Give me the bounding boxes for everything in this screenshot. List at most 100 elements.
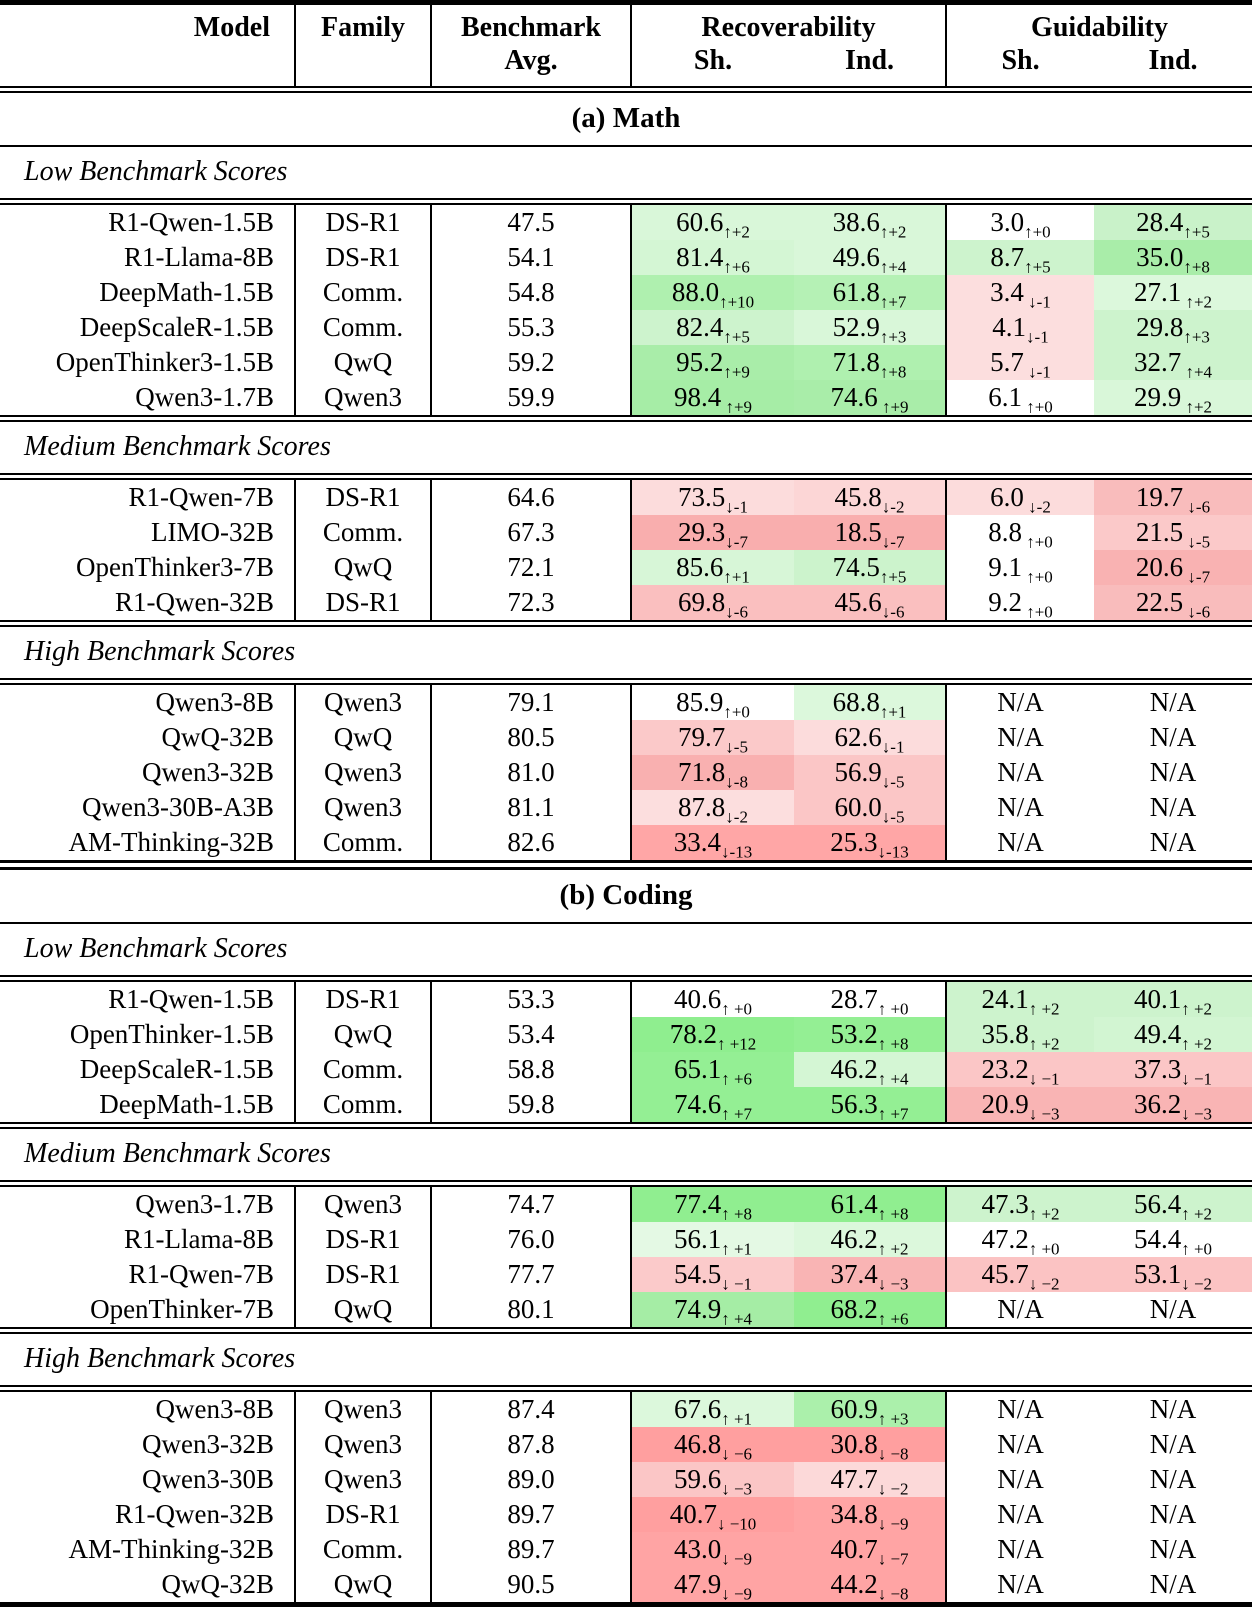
- score-value: 65.1: [673, 1054, 722, 1084]
- delta-down-annotation: ↓-2: [881, 497, 905, 517]
- score-cell-guidability-ind: 32.7 ↑+4: [1094, 345, 1252, 380]
- score-cell-guidability-sh: N/A: [945, 825, 1095, 860]
- horizontal-rule-line: [0, 922, 1252, 924]
- score-value: 73.5: [678, 482, 726, 512]
- score-cell-guidability-sh: 45.7↓ −2: [945, 1257, 1095, 1292]
- score-cell-guidability-ind: N/A: [1094, 825, 1252, 860]
- score-value: 47.7: [830, 1464, 878, 1494]
- model-row: OpenThinker3-7B QwQ 72.1 85.6↑+1 74.5↑+5 9.1 …: [0, 550, 1252, 585]
- score-cell-recoverability-sh: 46.8↓ −6: [631, 1427, 794, 1462]
- delta-down-annotation: ↓-13: [721, 842, 753, 862]
- group-header-rule: [0, 198, 1252, 205]
- delta-up-annotation: ↑+5: [879, 567, 907, 587]
- benchmark-avg: 74.7: [431, 1187, 632, 1222]
- score-value: 9.2: [988, 587, 1022, 617]
- benchmark-avg: 72.3: [431, 585, 632, 620]
- score-value: 74.6: [673, 1089, 722, 1119]
- delta-up-annotation: ↑ +1: [721, 1409, 753, 1429]
- column-header-guidability-sh: Sh.: [945, 45, 1095, 86]
- column-header-guidability: Guidability: [945, 2, 1252, 45]
- horizontal-rule-line: [0, 86, 1252, 93]
- model-name: OpenThinker-7B: [90, 1294, 274, 1324]
- score-value: 67.6: [673, 1394, 722, 1424]
- delta-down-annotation: ↓ −1: [1028, 1069, 1060, 1089]
- score-value: 28.4: [1136, 207, 1184, 237]
- score-value: N/A: [1149, 1569, 1197, 1599]
- family-name: DS-R1: [294, 1222, 432, 1257]
- score-value: 47.2: [981, 1224, 1029, 1254]
- section-title-rule: [0, 922, 1252, 924]
- horizontal-rule-line: [0, 860, 1252, 870]
- score-value: 36.2: [1133, 1089, 1182, 1119]
- column-header-model: Model: [193, 12, 270, 43]
- score-cell-guidability-sh: 6.1 ↑+0: [945, 380, 1095, 417]
- delta-down-annotation: ↓-6: [725, 602, 748, 622]
- score-value: N/A: [997, 1394, 1044, 1424]
- score-value: 74.6: [830, 382, 878, 412]
- group-header-rule: [0, 975, 1252, 982]
- delta-down-annotation: ↓ −3: [877, 1274, 909, 1294]
- model-name: R1-Qwen-7B: [128, 482, 274, 512]
- column-header-recoverability-sh: Sh.: [693, 45, 733, 76]
- score-cell-guidability-ind: 29.9 ↑+2: [1094, 380, 1252, 415]
- delta-up-annotation: ↑+10: [719, 292, 755, 312]
- delta-up-annotation: ↑ +2: [1028, 999, 1060, 1019]
- model-row: Qwen3-30B Qwen3 89.0 59.6↓ −3 47.7↓ −2 N/A N/A: [0, 1462, 1252, 1497]
- delta-down-annotation: ↓-6: [1183, 497, 1211, 517]
- delta-down-annotation: ↓-6: [881, 602, 905, 622]
- score-value: 53.1: [1133, 1259, 1182, 1289]
- delta-down-annotation: ↓-7: [881, 532, 905, 552]
- score-value: 24.1: [981, 984, 1029, 1014]
- score-value: 60.0: [834, 792, 882, 822]
- score-cell-guidability-ind: 49.4↑ +2: [1094, 1017, 1252, 1052]
- score-cell-recoverability-sh: 73.5↓-1: [631, 480, 794, 515]
- model-name: R1-Qwen-1.5B: [108, 984, 274, 1014]
- model-name: OpenThinker3-1.5B: [55, 347, 274, 377]
- score-cell-recoverability-ind: 56.3↑ +7: [794, 1087, 947, 1122]
- group-header: Medium Benchmark Scores: [0, 422, 1252, 473]
- score-cell-recoverability-ind: 56.9↓-5: [794, 755, 947, 790]
- score-value: N/A: [1149, 687, 1197, 717]
- score-cell-guidability-sh: 3.0↑+0: [945, 205, 1095, 240]
- score-value: 62.6: [834, 722, 882, 752]
- model-row: DeepScaleR-1.5B Comm. 58.8 65.1↑ +6 46.2↑ +4…: [0, 1052, 1252, 1087]
- score-cell-guidability-sh: N/A: [945, 790, 1095, 825]
- benchmark-avg: 79.1: [431, 685, 632, 720]
- score-cell-recoverability-ind: 18.5↓-7: [794, 515, 947, 552]
- score-cell-recoverability-sh: 29.3↓-7: [631, 515, 794, 550]
- score-value: 22.5: [1135, 587, 1184, 617]
- score-cell-guidability-sh: N/A: [945, 1462, 1095, 1497]
- score-value: 95.2: [676, 347, 724, 377]
- family-name: DS-R1: [294, 982, 432, 1017]
- group-header: Low Benchmark Scores: [0, 924, 1252, 975]
- family-name: Qwen3: [294, 1462, 432, 1497]
- model-row: R1-Qwen-32B DS-R1 89.7 40.7↓ −10 34.8↓ −9 N/A…: [0, 1497, 1252, 1532]
- model-name: Qwen3-32B: [142, 1429, 274, 1459]
- score-cell-recoverability-ind: 44.2↓ −8: [794, 1567, 947, 1605]
- score-value: N/A: [1149, 1534, 1197, 1564]
- score-cell-guidability-ind: N/A: [1094, 1462, 1252, 1497]
- score-value: 56.1: [673, 1224, 722, 1254]
- delta-up-annotation: ↑ +0: [877, 999, 909, 1019]
- score-cell-guidability-ind: 36.2↓ −3: [1094, 1087, 1252, 1122]
- score-cell-guidability-ind: 20.6 ↓-7: [1094, 550, 1252, 585]
- column-header-recoverability-ind: Ind.: [844, 45, 895, 76]
- score-cell-recoverability-sh: 47.9↓ −9: [631, 1567, 794, 1605]
- score-value: 20.9: [981, 1089, 1029, 1119]
- score-value: 45.8: [834, 482, 882, 512]
- delta-up-annotation: ↑+0: [1021, 397, 1053, 417]
- score-cell-recoverability-ind: 61.4↑ +8: [794, 1187, 947, 1222]
- score-value: 68.2: [830, 1294, 878, 1324]
- score-cell-recoverability-sh: 33.4↓-13: [631, 825, 794, 860]
- score-cell-guidability-ind: 54.4↑ +0: [1094, 1222, 1252, 1257]
- score-value: 68.8: [832, 687, 880, 717]
- score-cell-recoverability-ind: 37.4↓ −3: [794, 1257, 947, 1294]
- score-value: 85.6: [676, 552, 724, 582]
- delta-up-annotation: ↑+0: [1021, 567, 1053, 587]
- delta-up-annotation: ↑+2: [723, 222, 750, 242]
- benchmark-avg: 54.1: [431, 240, 632, 275]
- score-value: N/A: [1149, 1394, 1197, 1424]
- score-value: 81.4: [676, 242, 724, 272]
- score-cell-guidability-ind: 19.7 ↓-6: [1094, 480, 1252, 515]
